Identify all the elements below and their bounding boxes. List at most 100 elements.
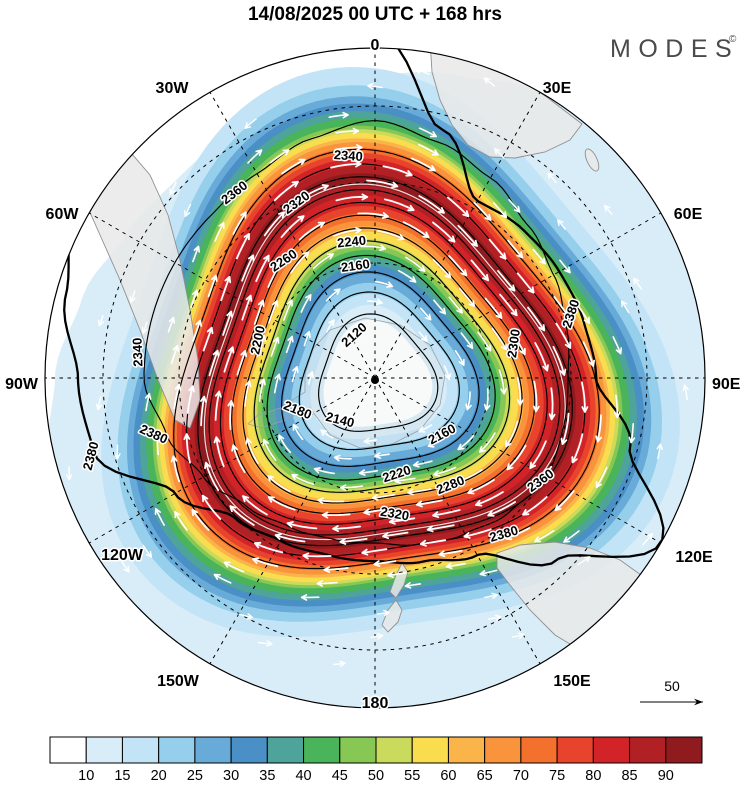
- colorbar-cell: [447, 736, 486, 764]
- wind-arrow: [330, 160, 362, 169]
- meridian-line: [209, 91, 376, 379]
- wind-arrow: [376, 609, 390, 617]
- wind-arrow: [397, 269, 417, 283]
- contour-line: [266, 254, 496, 481]
- wind-arrow: [213, 573, 232, 584]
- wind-arrow: [256, 334, 267, 358]
- wind-arrow: [633, 277, 642, 290]
- meridian-line: [374, 377, 662, 544]
- longitude-label: 60E: [674, 206, 703, 223]
- colorbar-tick-label: 10: [78, 768, 94, 782]
- wind-arrow: [300, 594, 320, 601]
- wind-arrow: [298, 221, 325, 241]
- wind-arrow: [242, 495, 268, 516]
- wind-arrow: [473, 201, 492, 221]
- wind-arrow: [529, 440, 547, 469]
- wind-arrow: [114, 444, 121, 460]
- wind-arrow: [628, 423, 636, 444]
- meridian-line: [374, 212, 662, 379]
- wind-arrow: [202, 326, 214, 352]
- wind-arrow: [534, 342, 549, 372]
- wind-arrow: [367, 83, 383, 90]
- wind-arrow: [154, 507, 165, 526]
- colorbar-cell: [49, 736, 87, 764]
- wind-arrow: [483, 77, 496, 87]
- colorbar-cell: [592, 736, 631, 764]
- wind-arrow: [487, 614, 502, 621]
- colorbar-tick-label: 15: [114, 768, 130, 782]
- wind-arrow: [283, 299, 293, 321]
- wind-arrow: [532, 248, 546, 265]
- wind-arrow: [559, 259, 571, 274]
- colorbar-cell: [158, 736, 196, 764]
- longitude-label: 30W: [156, 80, 190, 97]
- colorbar-cell: [665, 736, 703, 764]
- wind-arrow: [508, 199, 521, 213]
- land-new-zealand-south: [381, 599, 403, 633]
- wind-arrow: [170, 131, 179, 144]
- wind-arrow: [270, 336, 280, 357]
- wind-arrow: [244, 380, 252, 407]
- land-masses: [57, 48, 663, 656]
- wind-arrow: [129, 290, 136, 303]
- meridian-line: [374, 91, 541, 379]
- pole-dot: [371, 376, 379, 384]
- wind-arrow: [141, 321, 148, 334]
- colorbar-cell: [556, 736, 594, 764]
- wind-arrow: [418, 143, 439, 156]
- wind-arrow: [438, 549, 463, 558]
- wind-arrow: [402, 221, 430, 239]
- wind-arrow: [460, 332, 474, 349]
- wind-arrow: [382, 531, 409, 540]
- wind-arrow: [269, 149, 290, 164]
- wind-arrow: [418, 127, 437, 138]
- wind-arrow: [432, 221, 456, 243]
- wind-arrow: [613, 394, 621, 419]
- wind-arrow: [258, 378, 266, 402]
- wind-arrow: [263, 211, 286, 237]
- wind-arrow: [493, 148, 505, 159]
- wind-arrow: [290, 251, 310, 274]
- wind-arrow: [273, 373, 281, 394]
- wind-arrow: [582, 341, 595, 367]
- colorbar-tick-label: 50: [368, 768, 384, 782]
- colorbar-tick-label: 75: [549, 768, 565, 782]
- wind-arrow: [338, 28, 351, 33]
- shading-band: [323, 319, 433, 427]
- wind-arrow: [344, 259, 367, 268]
- wind-arrow: [457, 434, 475, 451]
- wind-arrow: [433, 466, 457, 477]
- wind-arrow: [370, 633, 384, 640]
- contour-label: 2300: [504, 328, 523, 359]
- colorbar-tick-label: 80: [585, 768, 601, 782]
- wind-arrow: [577, 556, 591, 566]
- wind-arrow: [484, 297, 503, 319]
- wind-arrow: [214, 221, 225, 242]
- wind-arrow: [186, 385, 195, 414]
- colorbar-tick-label: 60: [440, 768, 456, 782]
- wind-arrow: [388, 517, 416, 525]
- wind-arrow: [231, 444, 246, 473]
- wind-arrow: [418, 331, 428, 342]
- colorbar-tick-label: 70: [513, 768, 529, 782]
- wind-arrow: [483, 388, 491, 411]
- wind-arrow: [287, 64, 303, 72]
- wind-arrow: [477, 331, 492, 352]
- wind-arrow: [552, 345, 567, 376]
- colorbar-cell: [520, 736, 558, 764]
- wind-arrow: [367, 298, 383, 305]
- colorbar-cell: [484, 736, 522, 764]
- wind-arrow: [418, 195, 445, 214]
- wind-arrow: [554, 490, 575, 512]
- colorbar-cell: [375, 736, 413, 764]
- wind-arrow: [387, 571, 407, 579]
- wind-arrow: [507, 239, 524, 259]
- colorbar-tick-label: 25: [187, 768, 203, 782]
- contour-line: [197, 176, 573, 547]
- chart-title: 14/08/2025 00 UTC + 168 hrs: [248, 4, 502, 25]
- colorbar-tick-label: 40: [295, 768, 311, 782]
- wind-arrow: [267, 261, 282, 288]
- wind-arrow: [254, 541, 284, 554]
